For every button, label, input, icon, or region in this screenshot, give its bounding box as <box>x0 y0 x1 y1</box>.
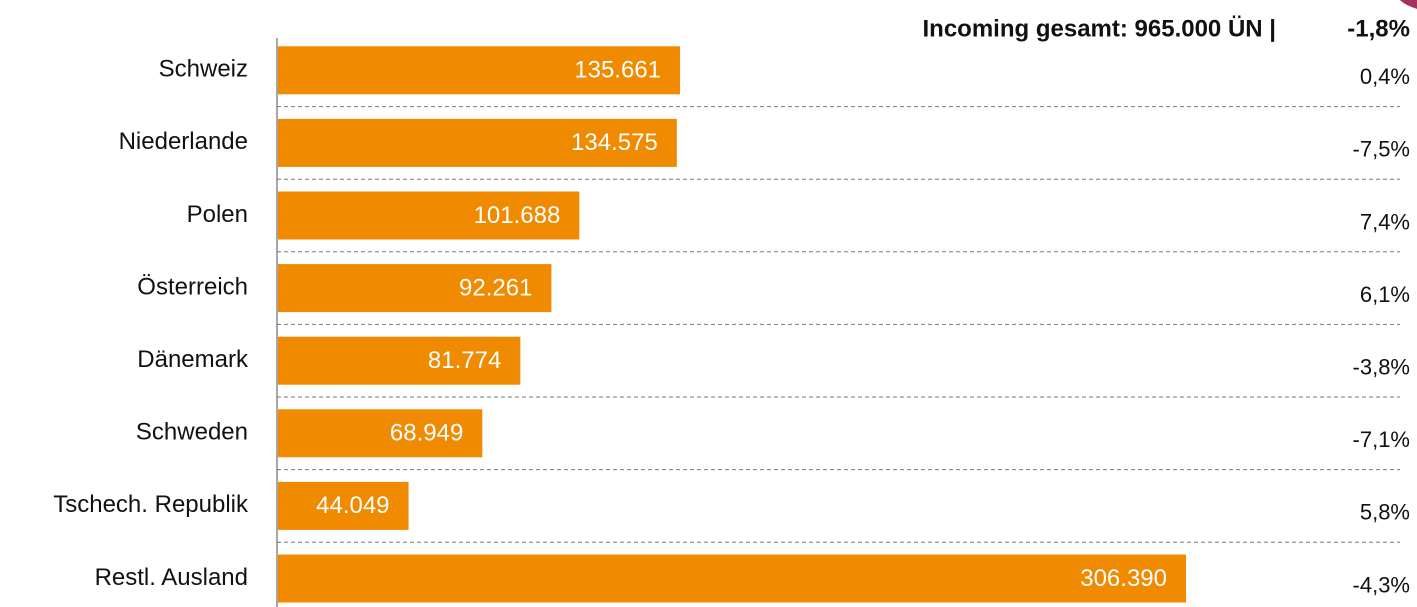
corner-decoration <box>1399 0 1417 9</box>
bar <box>278 264 552 313</box>
value-label: 135.661 <box>574 57 661 84</box>
change-label: 0,4% <box>1360 64 1410 89</box>
change-label: 6,1% <box>1360 282 1410 307</box>
value-label: 134.575 <box>571 129 658 156</box>
category-label: Niederlande <box>119 128 248 155</box>
chart-title: Incoming gesamt: 965.000 ÜN | <box>923 15 1277 42</box>
bar <box>278 481 409 530</box>
bar <box>278 554 1186 603</box>
change-label: -3,8% <box>1353 355 1410 380</box>
change-label: -4,3% <box>1353 572 1410 597</box>
change-label: -7,1% <box>1353 427 1410 452</box>
change-label: 5,8% <box>1360 500 1410 525</box>
category-label: Tschech. Republik <box>53 491 249 518</box>
category-label: Restl. Ausland <box>95 564 248 591</box>
bar <box>278 46 681 95</box>
value-label: 92.261 <box>459 274 532 301</box>
total-change: -1,8% <box>1347 15 1410 42</box>
bar <box>278 409 483 458</box>
value-label: 101.688 <box>474 202 561 229</box>
category-label: Österreich <box>137 273 248 300</box>
category-label: Polen <box>187 201 248 228</box>
value-label: 306.390 <box>1080 565 1167 592</box>
change-label: -7,5% <box>1353 137 1410 162</box>
category-label: Schweiz <box>159 56 248 83</box>
value-label: 81.774 <box>428 347 501 374</box>
value-label: 44.049 <box>316 492 389 519</box>
value-label: 68.949 <box>390 420 463 447</box>
bar <box>278 191 580 240</box>
category-label: Dänemark <box>137 346 249 373</box>
bar <box>278 118 677 167</box>
bar <box>278 336 521 385</box>
change-label: 7,4% <box>1360 209 1410 234</box>
category-label: Schweden <box>136 419 248 446</box>
